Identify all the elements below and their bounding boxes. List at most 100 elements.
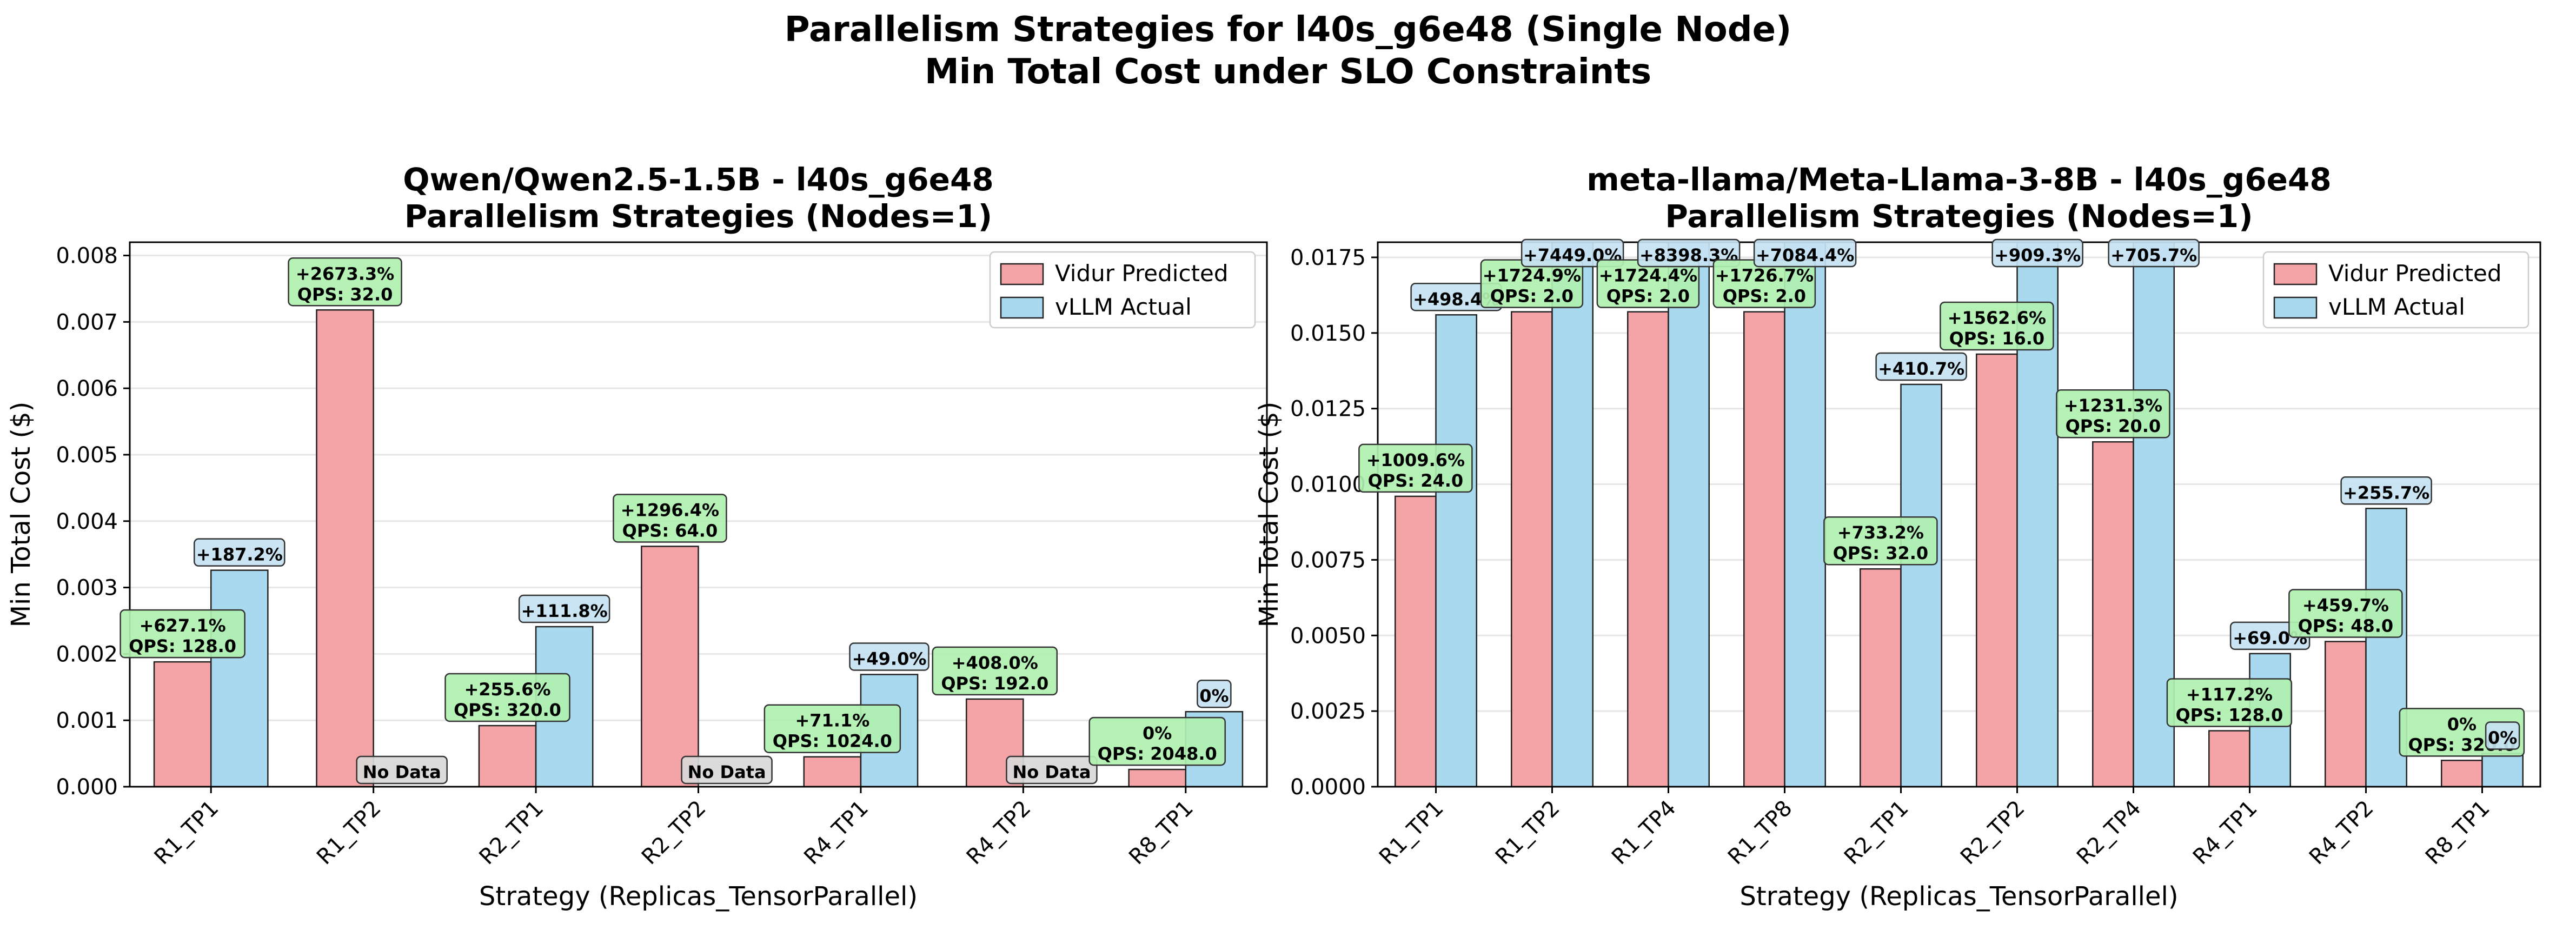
- bar-vidur-predicted: [1627, 311, 1669, 787]
- diff-annotation-text: +49.0%: [852, 648, 927, 669]
- qps-annotation-text: +1296.4%: [621, 500, 719, 520]
- qps-annotation-box: [119, 609, 245, 659]
- diff-annotation: 0%: [2485, 721, 2520, 750]
- bar-vidur-predicted: [641, 546, 699, 787]
- diff-annotation-box: [1637, 238, 1741, 268]
- legend-swatch-vidur: [2273, 263, 2318, 285]
- qps-annotation-box: [444, 673, 570, 722]
- diff-annotation-text: +255.7%: [2343, 482, 2429, 503]
- qps-annotation-text: QPS: 48.0: [2298, 615, 2394, 636]
- y-tick-label: 0.0025: [1290, 699, 1366, 724]
- diff-annotation-box: [2485, 721, 2520, 750]
- qps-annotation: +627.1%QPS: 128.0: [119, 609, 245, 659]
- diff-annotation: +255.7%: [2340, 476, 2432, 505]
- bar-vllm-actual: [1784, 242, 1826, 787]
- qps-annotation-box: [1823, 516, 1938, 566]
- diff-annotation: +410.7%: [1875, 352, 1967, 381]
- y-tick-label: 0.003: [56, 576, 118, 601]
- legend-label-vidur: Vidur Predicted: [1055, 260, 1229, 287]
- y-tick-label: 0.0150: [1290, 321, 1366, 346]
- y-tick-label: 0.0125: [1290, 397, 1366, 422]
- qps-annotation-box: [2166, 678, 2293, 727]
- qps-annotation: 0%QPS: 2048.0: [1088, 716, 1226, 766]
- diff-annotation-text: +187.2%: [196, 544, 283, 565]
- no-data-annotation-text: No Data: [688, 762, 766, 782]
- legend: Vidur Predicted vLLM Actual: [989, 251, 1256, 329]
- qps-annotation-text: +408.0%: [952, 653, 1038, 673]
- diff-annotation-box: [194, 538, 286, 567]
- diff-annotation-text: 0%: [2488, 727, 2517, 748]
- diff-annotation-box: [849, 642, 930, 671]
- bar-vidur-predicted: [1511, 311, 1553, 787]
- qps-annotation-text: QPS: 2.0: [1606, 286, 1690, 307]
- qps-annotation-text: +1724.9%: [1483, 265, 1581, 286]
- qps-annotation: +408.0%QPS: 192.0: [932, 646, 1058, 696]
- diff-annotation: +7449.0%: [1521, 238, 1624, 268]
- qps-annotation-box: [763, 704, 901, 753]
- qps-annotation-box: [1358, 443, 1473, 493]
- legend-label-vllm: vLLM Actual: [1055, 294, 1192, 320]
- qps-annotation: +459.7%QPS: 48.0: [2288, 589, 2403, 638]
- qps-annotation-text: +459.7%: [2302, 595, 2389, 615]
- qps-annotation-box: [2056, 389, 2170, 439]
- axes-frame: [1377, 241, 2541, 788]
- qps-annotation-text: QPS: 192.0: [941, 673, 1048, 694]
- diff-annotation-box: [1875, 352, 1967, 381]
- qps-annotation: +117.2%QPS: 128.0: [2166, 678, 2293, 727]
- qps-annotation-text: QPS: 128.0: [2175, 705, 2283, 726]
- qps-annotation-text: +71.1%: [795, 710, 869, 731]
- qps-annotation: +1562.6%QPS: 16.0: [1940, 301, 2054, 351]
- chart-title-line-1: meta-llama/Meta-Llama-3-8B - l40s_g6e48: [1586, 161, 2331, 198]
- bar-vidur-predicted: [1743, 311, 1785, 787]
- y-axis-label: Min Total Cost ($): [6, 402, 36, 628]
- legend: Vidur Predicted vLLM Actual: [2262, 251, 2529, 329]
- diff-annotation: +187.2%: [194, 538, 286, 567]
- qps-annotation-text: QPS: 128.0: [129, 636, 236, 656]
- qps-annotation-text: QPS: 2.0: [1723, 286, 1806, 307]
- legend-frame: [2262, 251, 2529, 329]
- x-axis-label: Strategy (Replicas_TensorParallel): [1740, 881, 2178, 912]
- bar-vllm-actual: [1668, 242, 1710, 787]
- diff-annotation: +909.3%: [1991, 238, 2083, 268]
- bar-vidur-predicted: [2325, 641, 2367, 787]
- y-tick-label: 0.005: [56, 443, 118, 468]
- chart-title-line-2: Parallelism Strategies (Nodes=1): [404, 198, 992, 235]
- qps-annotation-text: +255.6%: [464, 679, 550, 700]
- bars-group: [1395, 242, 2524, 787]
- diff-annotation-box: [1521, 238, 1624, 268]
- diff-annotation-text: +111.8%: [521, 601, 608, 621]
- diff-annotation-text: 0%: [1199, 686, 1229, 706]
- no-data-annotation-box: [356, 755, 448, 785]
- bar-vllm-actual: [1900, 383, 1942, 787]
- qps-annotation: +1724.4%QPS: 2.0: [1596, 259, 1700, 308]
- no-data-annotation: No Data: [681, 755, 773, 785]
- no-data-annotation: No Data: [356, 755, 448, 785]
- y-tick-label: 0.007: [56, 310, 118, 335]
- qps-annotation: +1231.3%QPS: 20.0: [2056, 389, 2170, 439]
- legend-swatch-vllm: [2273, 296, 2318, 319]
- bar-vidur-predicted: [1128, 768, 1187, 787]
- bar-vidur-predicted: [1860, 568, 1902, 787]
- no-data-annotation-box: [1006, 755, 1098, 785]
- diff-annotation-text: +705.7%: [2110, 245, 2197, 265]
- bar-vllm-actual: [210, 569, 269, 787]
- bar-vidur-predicted: [2092, 441, 2134, 787]
- bar-vidur-predicted: [316, 309, 374, 787]
- qps-annotation-text: +2673.3%: [296, 263, 394, 284]
- qps-annotation-box: [1088, 716, 1226, 766]
- x-axis-label: Strategy (Replicas_TensorParallel): [479, 881, 918, 912]
- diff-annotation-text: +909.3%: [1994, 245, 2081, 265]
- legend-swatch-vidur: [1000, 263, 1044, 285]
- legend-frame: [989, 251, 1256, 329]
- y-tick-label: 0.0000: [1290, 775, 1366, 800]
- bar-vidur-predicted: [1395, 495, 1437, 787]
- qps-annotation-text: +1009.6%: [1366, 450, 1465, 470]
- qps-annotation-text: 0%: [2447, 714, 2477, 734]
- diff-annotation-box: [1753, 238, 1857, 268]
- no-data-annotation: No Data: [1006, 755, 1098, 785]
- qps-annotation-text: QPS: 2048.0: [1098, 743, 1217, 764]
- bar-vidur-predicted: [478, 725, 537, 787]
- chart-title-line-1: Qwen/Qwen2.5-1.5B - l40s_g6e48: [403, 161, 993, 198]
